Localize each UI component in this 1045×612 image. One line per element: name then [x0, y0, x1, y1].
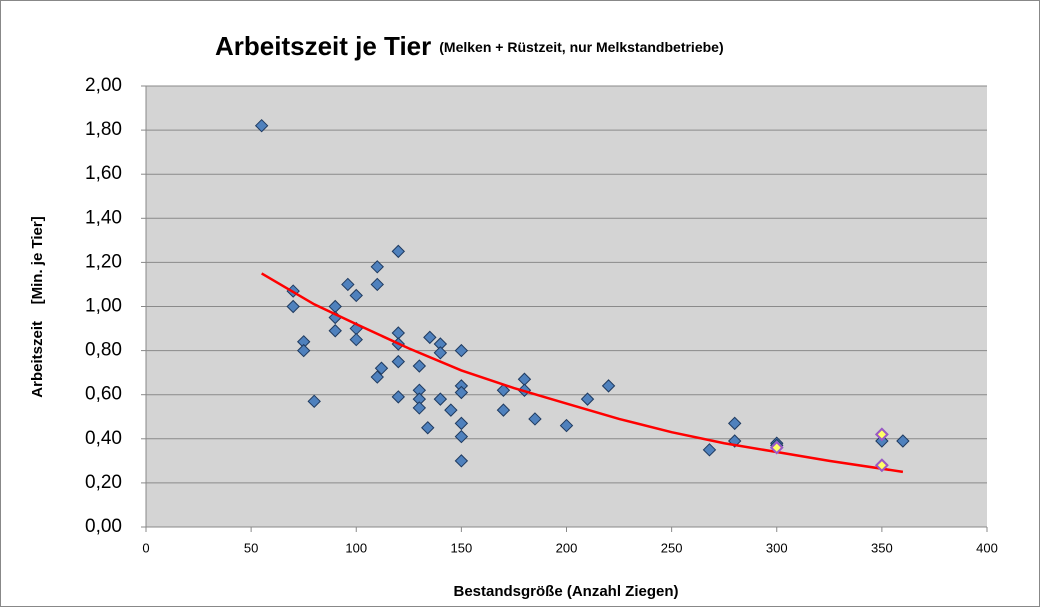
y-tick-label: 0,20	[85, 472, 122, 493]
data-point	[349, 288, 363, 303]
data-point	[702, 443, 717, 457]
x-tick-label: 200	[556, 540, 578, 555]
data-point	[727, 416, 742, 431]
x-tick-label: 50	[244, 540, 258, 555]
data-point	[874, 427, 889, 442]
data-point	[254, 118, 269, 133]
y-tick-label: 1,40	[85, 207, 122, 228]
y-tick-label: 1,00	[85, 296, 122, 317]
chart-title: Arbeitszeit je Tier (Melken + Rüstzeit, n…	[215, 31, 724, 61]
data-point	[296, 343, 311, 358]
data-point	[391, 354, 406, 369]
x-tick-label: 150	[451, 540, 473, 555]
x-tick-label: 250	[661, 540, 683, 555]
data-point	[341, 277, 355, 292]
data-point	[496, 403, 511, 417]
data-point	[421, 421, 435, 435]
data-point	[433, 392, 448, 406]
y-tick-label: 0,00	[85, 516, 122, 537]
data-point	[454, 343, 469, 358]
data-point	[370, 370, 384, 384]
data-point	[307, 394, 321, 409]
y-tick-label: 1,60	[85, 163, 122, 184]
data-point	[349, 332, 363, 347]
x-tick-label: 0	[142, 540, 149, 555]
data-point	[433, 346, 448, 360]
data-point	[769, 440, 784, 455]
data-point	[559, 418, 574, 433]
x-tick-label: 400	[976, 540, 998, 555]
data-point	[528, 412, 542, 426]
data-point	[444, 403, 458, 417]
data-point	[391, 390, 406, 404]
data-point	[454, 385, 469, 400]
y-tick-label: 0,80	[85, 340, 122, 361]
subtitle: (Melken + Rüstzeit, nur Melkstandbetrieb…	[439, 39, 723, 55]
title: Arbeitszeit je Tier	[215, 31, 431, 61]
data-point	[601, 379, 616, 393]
data-point	[370, 260, 384, 274]
data-point	[412, 359, 427, 373]
data-point	[423, 330, 437, 345]
data-point	[391, 244, 406, 259]
y-axis-label: Arbeitszeit [Min. je Tier]	[29, 216, 46, 397]
y-tick-label: 1,20	[85, 251, 122, 272]
data-point	[896, 434, 910, 448]
x-tick-label: 100	[345, 540, 367, 555]
y-tick-label: 2,00	[85, 75, 122, 96]
data-point	[454, 416, 469, 431]
data-point	[370, 277, 384, 292]
x-axis-label: Bestandsgröße (Anzahl Ziegen)	[453, 583, 678, 600]
data-point	[874, 458, 889, 473]
data-point	[496, 383, 511, 397]
data-point	[286, 299, 300, 314]
data-point	[454, 454, 469, 468]
data-point	[328, 324, 342, 338]
data-point	[580, 392, 595, 406]
x-tick-label: 300	[766, 540, 788, 555]
data-point	[454, 429, 469, 444]
data-point	[412, 401, 427, 415]
x-tick-label: 350	[871, 540, 893, 555]
y-tick-label: 0,40	[85, 428, 122, 449]
data-point	[374, 361, 389, 375]
y-tick-label: 0,60	[85, 384, 122, 405]
y-tick-label: 1,80	[85, 119, 122, 140]
